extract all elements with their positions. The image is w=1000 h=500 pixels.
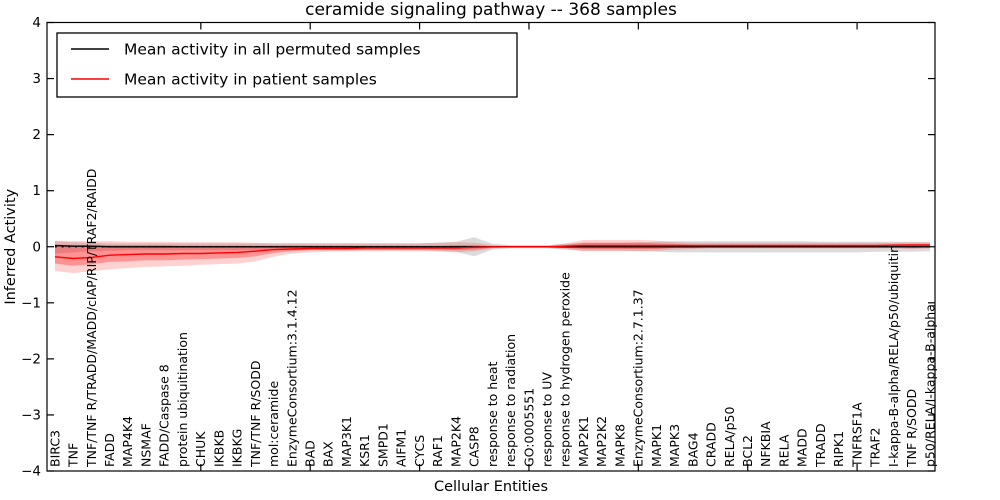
category-label: TNF R/SODD <box>904 389 919 468</box>
category-label: MAP4K4 <box>120 416 135 467</box>
category-label: KSR1 <box>357 434 372 467</box>
y-tick-label: −4 <box>21 464 41 480</box>
legend-item-label: Mean activity in all permuted samples <box>124 41 421 59</box>
category-label: TNF <box>66 443 81 468</box>
category-label: CRADD <box>704 422 719 467</box>
category-label: MAP2K1 <box>576 416 591 467</box>
y-tick-label: 3 <box>32 71 41 87</box>
category-label: NSMAF <box>138 423 153 467</box>
category-label: GO:0005551 <box>521 388 536 467</box>
category-label: RAF1 <box>430 435 445 467</box>
category-label: MAPK3 <box>667 424 682 467</box>
category-label: CASP8 <box>467 426 482 467</box>
patient-samples-band-outer <box>55 240 930 274</box>
category-label: MAP3K1 <box>339 416 354 467</box>
category-label: BAX <box>321 441 336 467</box>
y-tick-label: 2 <box>32 127 41 143</box>
category-label: EnzymeConsortium:3.1.4.12 <box>284 289 299 467</box>
category-label: mol:ceramide <box>266 381 281 467</box>
y-tick-label: −2 <box>21 351 41 367</box>
category-label: TRADD <box>813 423 828 468</box>
y-tick-label: −3 <box>21 407 41 423</box>
x-axis-label: Cellular Entities <box>434 479 548 495</box>
category-label: response to radiation <box>503 334 518 467</box>
y-axis-label: Inferred Activity <box>3 188 19 304</box>
category-label: response to heat <box>485 361 500 467</box>
y-tick-label: 0 <box>32 239 41 255</box>
category-label: response to hydrogen peroxide <box>558 272 573 467</box>
y-tick-label: −1 <box>21 295 41 311</box>
legend: Mean activity in all permuted samples Mea… <box>56 32 518 98</box>
category-label: FADD/Caspase 8 <box>157 364 172 467</box>
category-label: TNFRSF1A <box>849 402 864 468</box>
category-label: RELA <box>777 434 792 467</box>
y-tick-label: 4 <box>32 15 41 31</box>
category-label: RELA/p50 <box>722 407 737 467</box>
category-label: FADD <box>102 433 117 467</box>
category-label: p50/RELA/I-kappa-B-alpha <box>922 304 937 467</box>
category-label: NFKBIA <box>758 421 773 467</box>
category-label: CYCS <box>412 435 427 467</box>
category-label: BAG4 <box>685 432 700 467</box>
category-label: BAD <box>303 440 318 467</box>
category-label: AIFM1 <box>394 429 409 467</box>
category-label: MAP2K4 <box>448 416 463 467</box>
category-label: MAP2K2 <box>594 416 609 467</box>
category-label: BIRC3 <box>47 430 62 467</box>
category-label: EnzymeConsortium:2.7.1.37 <box>631 289 646 467</box>
category-label: response to UV <box>540 372 555 467</box>
legend-box <box>56 32 518 98</box>
chart-title: ceramide signaling pathway -- 368 sample… <box>305 0 677 20</box>
category-label: TNF/TNF R/TRADD/MADD/cIAP/RIP/TRAF2/RAID… <box>84 169 99 468</box>
category-label: MADD <box>795 428 810 467</box>
category-label: CHUK <box>193 431 208 467</box>
patient-samples-band-inner <box>55 242 930 266</box>
category-label: BCL2 <box>740 435 755 467</box>
category-label: MAPK8 <box>612 424 627 467</box>
patient-mean-line <box>54 244 930 260</box>
legend-item-label: Mean activity in patient samples <box>124 71 377 89</box>
category-label: TRAF2 <box>868 427 883 468</box>
category-label: I-kappa-B-alpha/RELA/p50/ubiquitin <box>886 245 901 467</box>
category-label: MAPK1 <box>649 424 664 467</box>
category-label: RIPK1 <box>831 431 846 467</box>
category-label: IKBKB <box>211 430 226 467</box>
y-tick-label: 1 <box>32 183 41 199</box>
category-label: IKBKG <box>230 429 245 467</box>
category-label: SMPD1 <box>375 423 390 467</box>
category-label: TNF/TNF R/SODD <box>248 361 263 468</box>
category-label: protein ubiquitination <box>175 332 190 467</box>
